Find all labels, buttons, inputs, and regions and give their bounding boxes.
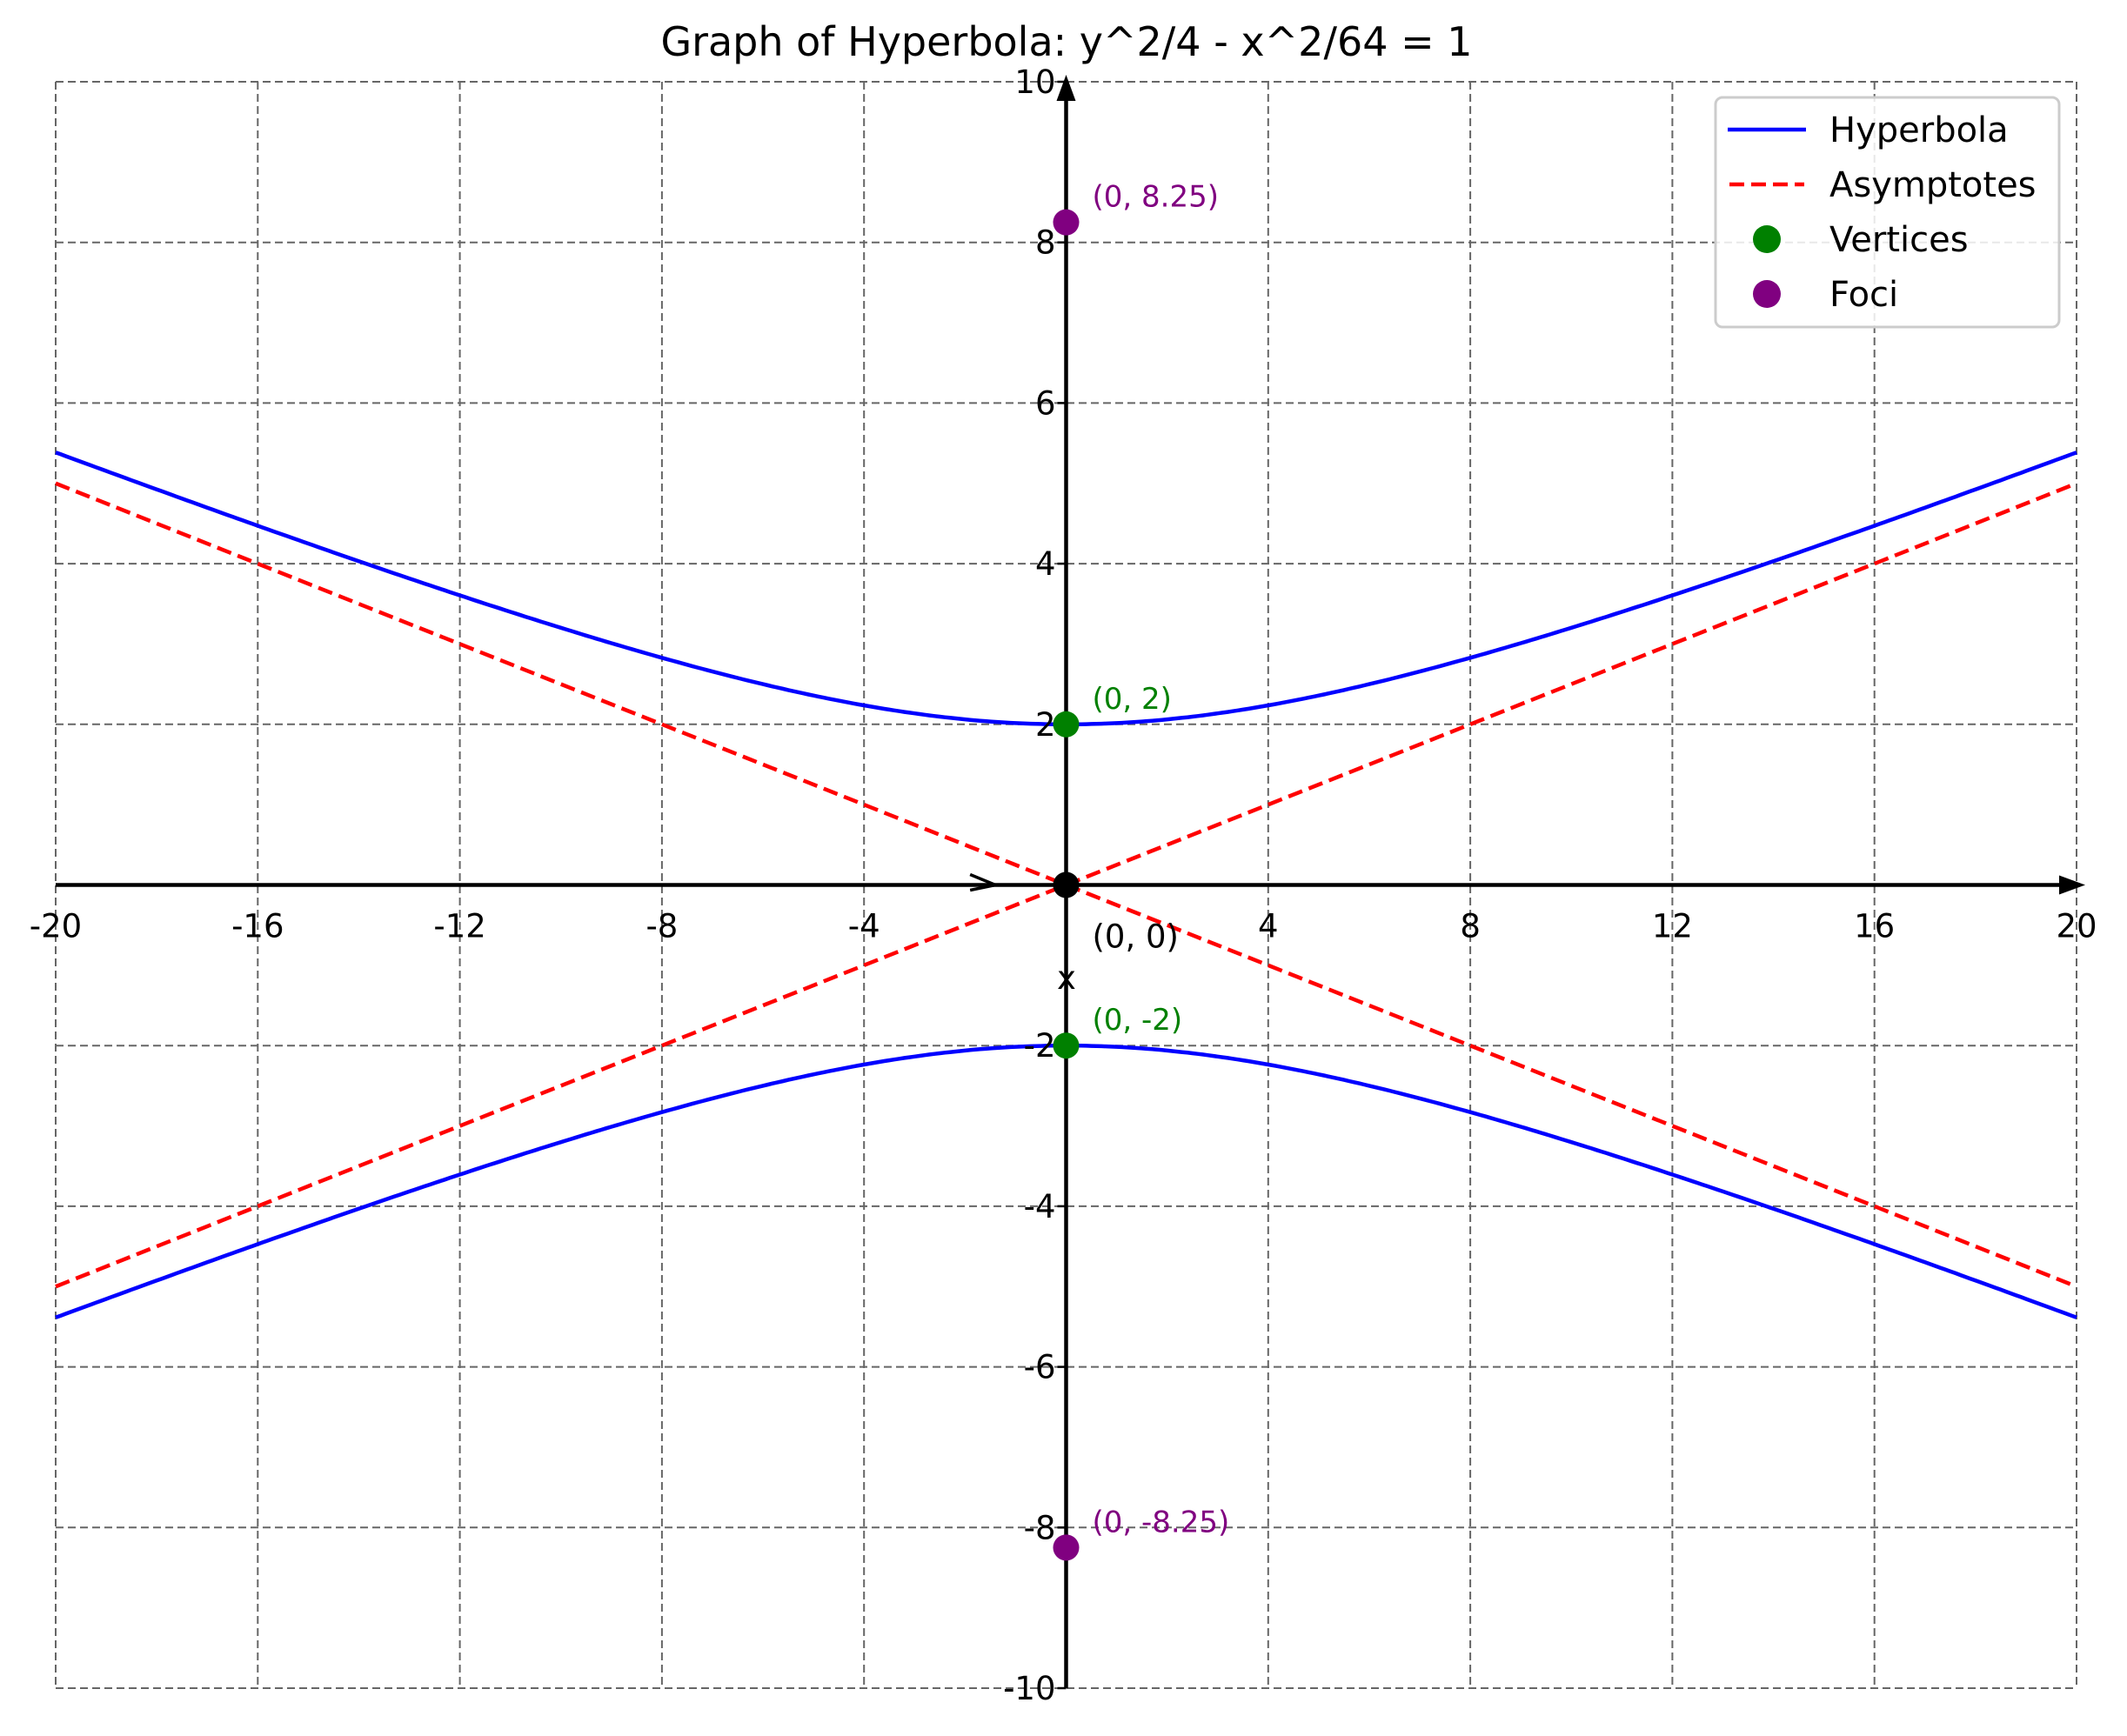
center-point [1053,871,1080,898]
point-annotation: (0, -2) [1093,1003,1183,1038]
y-tick-label: 6 [1035,384,1056,422]
asymptote-line [55,481,2077,1289]
legend-label: Foci [1829,275,1898,315]
point-annotation: (0, 0) [1093,918,1179,956]
x-tick-label: -16 [231,908,284,945]
point-annotation: (0, 8.25) [1093,180,1219,215]
x-axis-arrow-icon [2059,875,2085,895]
y-tick-label: 4 [1035,545,1056,583]
legend: Hyperbola Asymptotes Vertices Foci [1714,96,2061,329]
point-annotation: (0, 2) [1093,682,1172,717]
chart-title: Graph of Hyperbola: y^2/4 - x^2/64 = 1 [660,18,1472,65]
x-tick-label: -20 [30,908,82,945]
point-annotation: (0, -8.25) [1093,1505,1230,1539]
foci-point [1053,1534,1080,1561]
y-tick-label: -8 [1024,1509,1056,1546]
vertices-point [1053,1032,1080,1059]
axis-direction-marker-icon [969,872,1001,892]
y-tick-label: -2 [1024,1027,1056,1065]
y-tick-label: 10 [1014,63,1055,101]
asymptote-line [55,481,2077,1289]
y-tick-label: -4 [1024,1188,1056,1225]
y-tick-label: -6 [1024,1349,1056,1386]
legend-label: Asymptotes [1829,165,2037,205]
x-axis-label: x [1057,959,1076,997]
legend-label: Vertices [1829,220,1969,260]
x-tick-label: -12 [433,908,485,945]
tick-labels: -20 -16 -12 -8 -4 4 8 12 16 20 -10 -8 -6 -4 -2 2 4 6 8 10 [30,63,2097,1707]
x-tick-label: -8 [645,908,678,945]
x-tick-label: -4 [848,908,880,945]
y-axis-arrow-icon [1056,75,1076,101]
legend-foci-swatch [1753,280,1781,308]
x-tick-label: 20 [2056,908,2097,945]
foci-point [1053,209,1080,236]
x-tick-label: 8 [1460,908,1481,945]
legend-vertices-swatch [1753,225,1781,253]
x-tick-label: 16 [1854,908,1895,945]
x-tick-label: 4 [1258,908,1279,945]
y-tick-label: -10 [1003,1670,1055,1707]
series-layer [55,209,2077,1561]
y-tick-label: 2 [1035,706,1056,744]
legend-box [1714,96,2061,329]
y-tick-label: 8 [1035,224,1056,262]
annotations: (0, 8.25) (0, 2) (0, 0) (0, -2) (0, -8.25) [1093,180,1230,1540]
legend-label: Hyperbola [1829,110,2009,150]
vertices-point [1053,711,1080,738]
x-tick-label: 12 [1652,908,1693,945]
